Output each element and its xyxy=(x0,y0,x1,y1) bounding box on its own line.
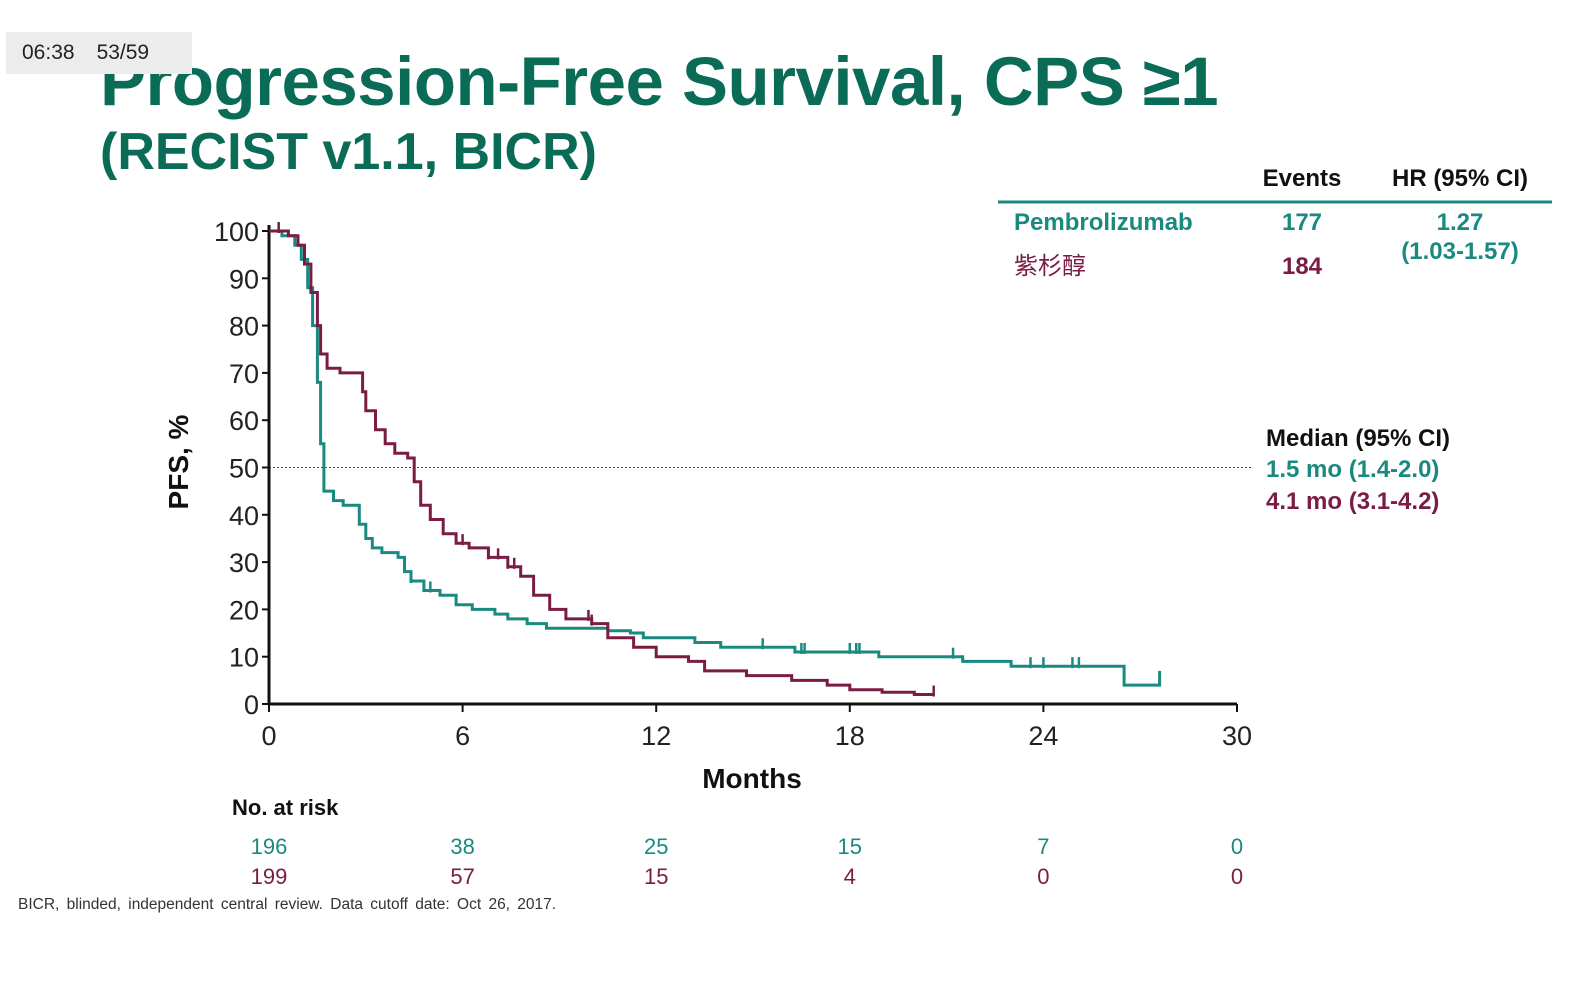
km-curve-pembrolizumab xyxy=(269,229,1162,687)
risk-count: 15 xyxy=(644,864,668,889)
risk-count: 0 xyxy=(1037,864,1049,889)
risk-count: 38 xyxy=(450,834,474,859)
events-chemo: 184 xyxy=(1282,253,1323,280)
median-header: Median (95% CI) xyxy=(1266,425,1450,452)
legend-chemo: 紫杉醇 xyxy=(1014,252,1086,280)
slide-subtitle: (RECIST v1.1, BICR) xyxy=(100,123,597,181)
risk-count: 57 xyxy=(450,864,474,889)
risk-count: 0 xyxy=(1231,864,1243,889)
events-header: Events xyxy=(1263,165,1342,192)
median-chemo: 4.1 mo (3.1-4.2) xyxy=(1266,488,1439,515)
risk-count: 4 xyxy=(844,864,856,889)
km-curve-chemo xyxy=(269,229,934,696)
y-tick-label: 40 xyxy=(229,501,259,531)
y-tick-label: 80 xyxy=(229,312,259,342)
footnote: BICR, blinded, independent central revie… xyxy=(18,896,557,913)
risk-count: 15 xyxy=(838,834,862,859)
risk-count: 7 xyxy=(1037,834,1049,859)
x-tick-label: 0 xyxy=(261,721,276,751)
x-tick-label: 12 xyxy=(641,721,671,751)
median-block: Median (95% CI) 1.5 mo (1.4-2.0) 4.1 mo … xyxy=(1266,425,1450,515)
y-axis-title: PFS, % xyxy=(163,414,194,509)
median-pembrolizumab: 1.5 mo (1.4-2.0) xyxy=(1266,456,1439,483)
y-tick-label: 50 xyxy=(229,454,259,484)
y-tick-label: 20 xyxy=(229,595,259,625)
x-tick-label: 30 xyxy=(1222,721,1252,751)
risk-table: 196 38 25 15 7 0 199 57 15 4 0 0 xyxy=(251,834,1243,889)
risk-count: 199 xyxy=(251,864,288,889)
x-tick-label: 18 xyxy=(835,721,865,751)
risk-count: 25 xyxy=(644,834,668,859)
x-axis-title: Months xyxy=(702,763,802,794)
y-tick-label: 30 xyxy=(229,548,259,578)
events-table: Events HR (95% CI) Pembrolizumab 177 1.2… xyxy=(998,165,1552,280)
y-tick-label: 60 xyxy=(229,406,259,436)
hr-ci: (1.03-1.57) xyxy=(1401,238,1518,265)
slide-counter: 53/59 xyxy=(96,41,150,64)
x-tick-label: 6 xyxy=(455,721,470,751)
y-tick-label: 70 xyxy=(229,359,259,389)
x-tick-label: 24 xyxy=(1028,721,1058,751)
playback-time: 06:38 xyxy=(22,41,75,64)
plot-area: 0 10 20 30 40 50 60 70 80 90 100 0 6 12 18 24 30 xyxy=(214,217,1252,751)
slide-title: Progression-Free Survival, CPS ≥1 xyxy=(100,43,1219,120)
events-pembrolizumab: 177 xyxy=(1282,209,1322,236)
y-tick-label: 100 xyxy=(214,217,259,247)
y-tick-label: 10 xyxy=(229,643,259,673)
risk-count: 196 xyxy=(251,834,288,859)
y-tick-label: 90 xyxy=(229,264,259,294)
risk-table-title: No. at risk xyxy=(232,795,339,820)
hr-header: HR (95% CI) xyxy=(1392,165,1528,192)
legend-pembrolizumab: Pembrolizumab xyxy=(1014,209,1193,236)
hr-value: 1.27 xyxy=(1437,209,1484,236)
risk-count: 0 xyxy=(1231,834,1243,859)
y-tick-label: 0 xyxy=(244,690,259,720)
playback-status-badge: 06:38 53/59 xyxy=(6,32,192,74)
